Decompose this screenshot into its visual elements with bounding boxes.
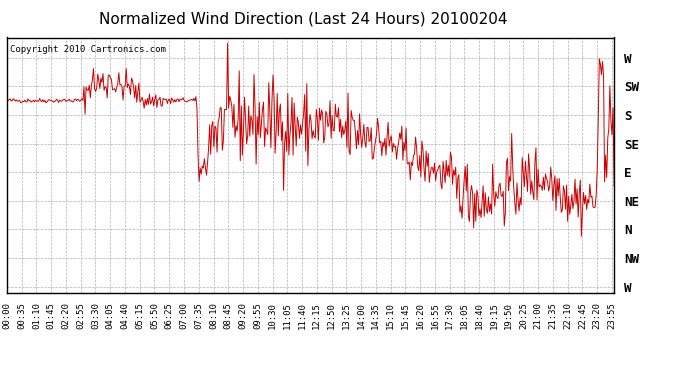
Text: Normalized Wind Direction (Last 24 Hours) 20100204: Normalized Wind Direction (Last 24 Hours… xyxy=(99,11,508,26)
Text: Copyright 2010 Cartronics.com: Copyright 2010 Cartronics.com xyxy=(10,45,166,54)
